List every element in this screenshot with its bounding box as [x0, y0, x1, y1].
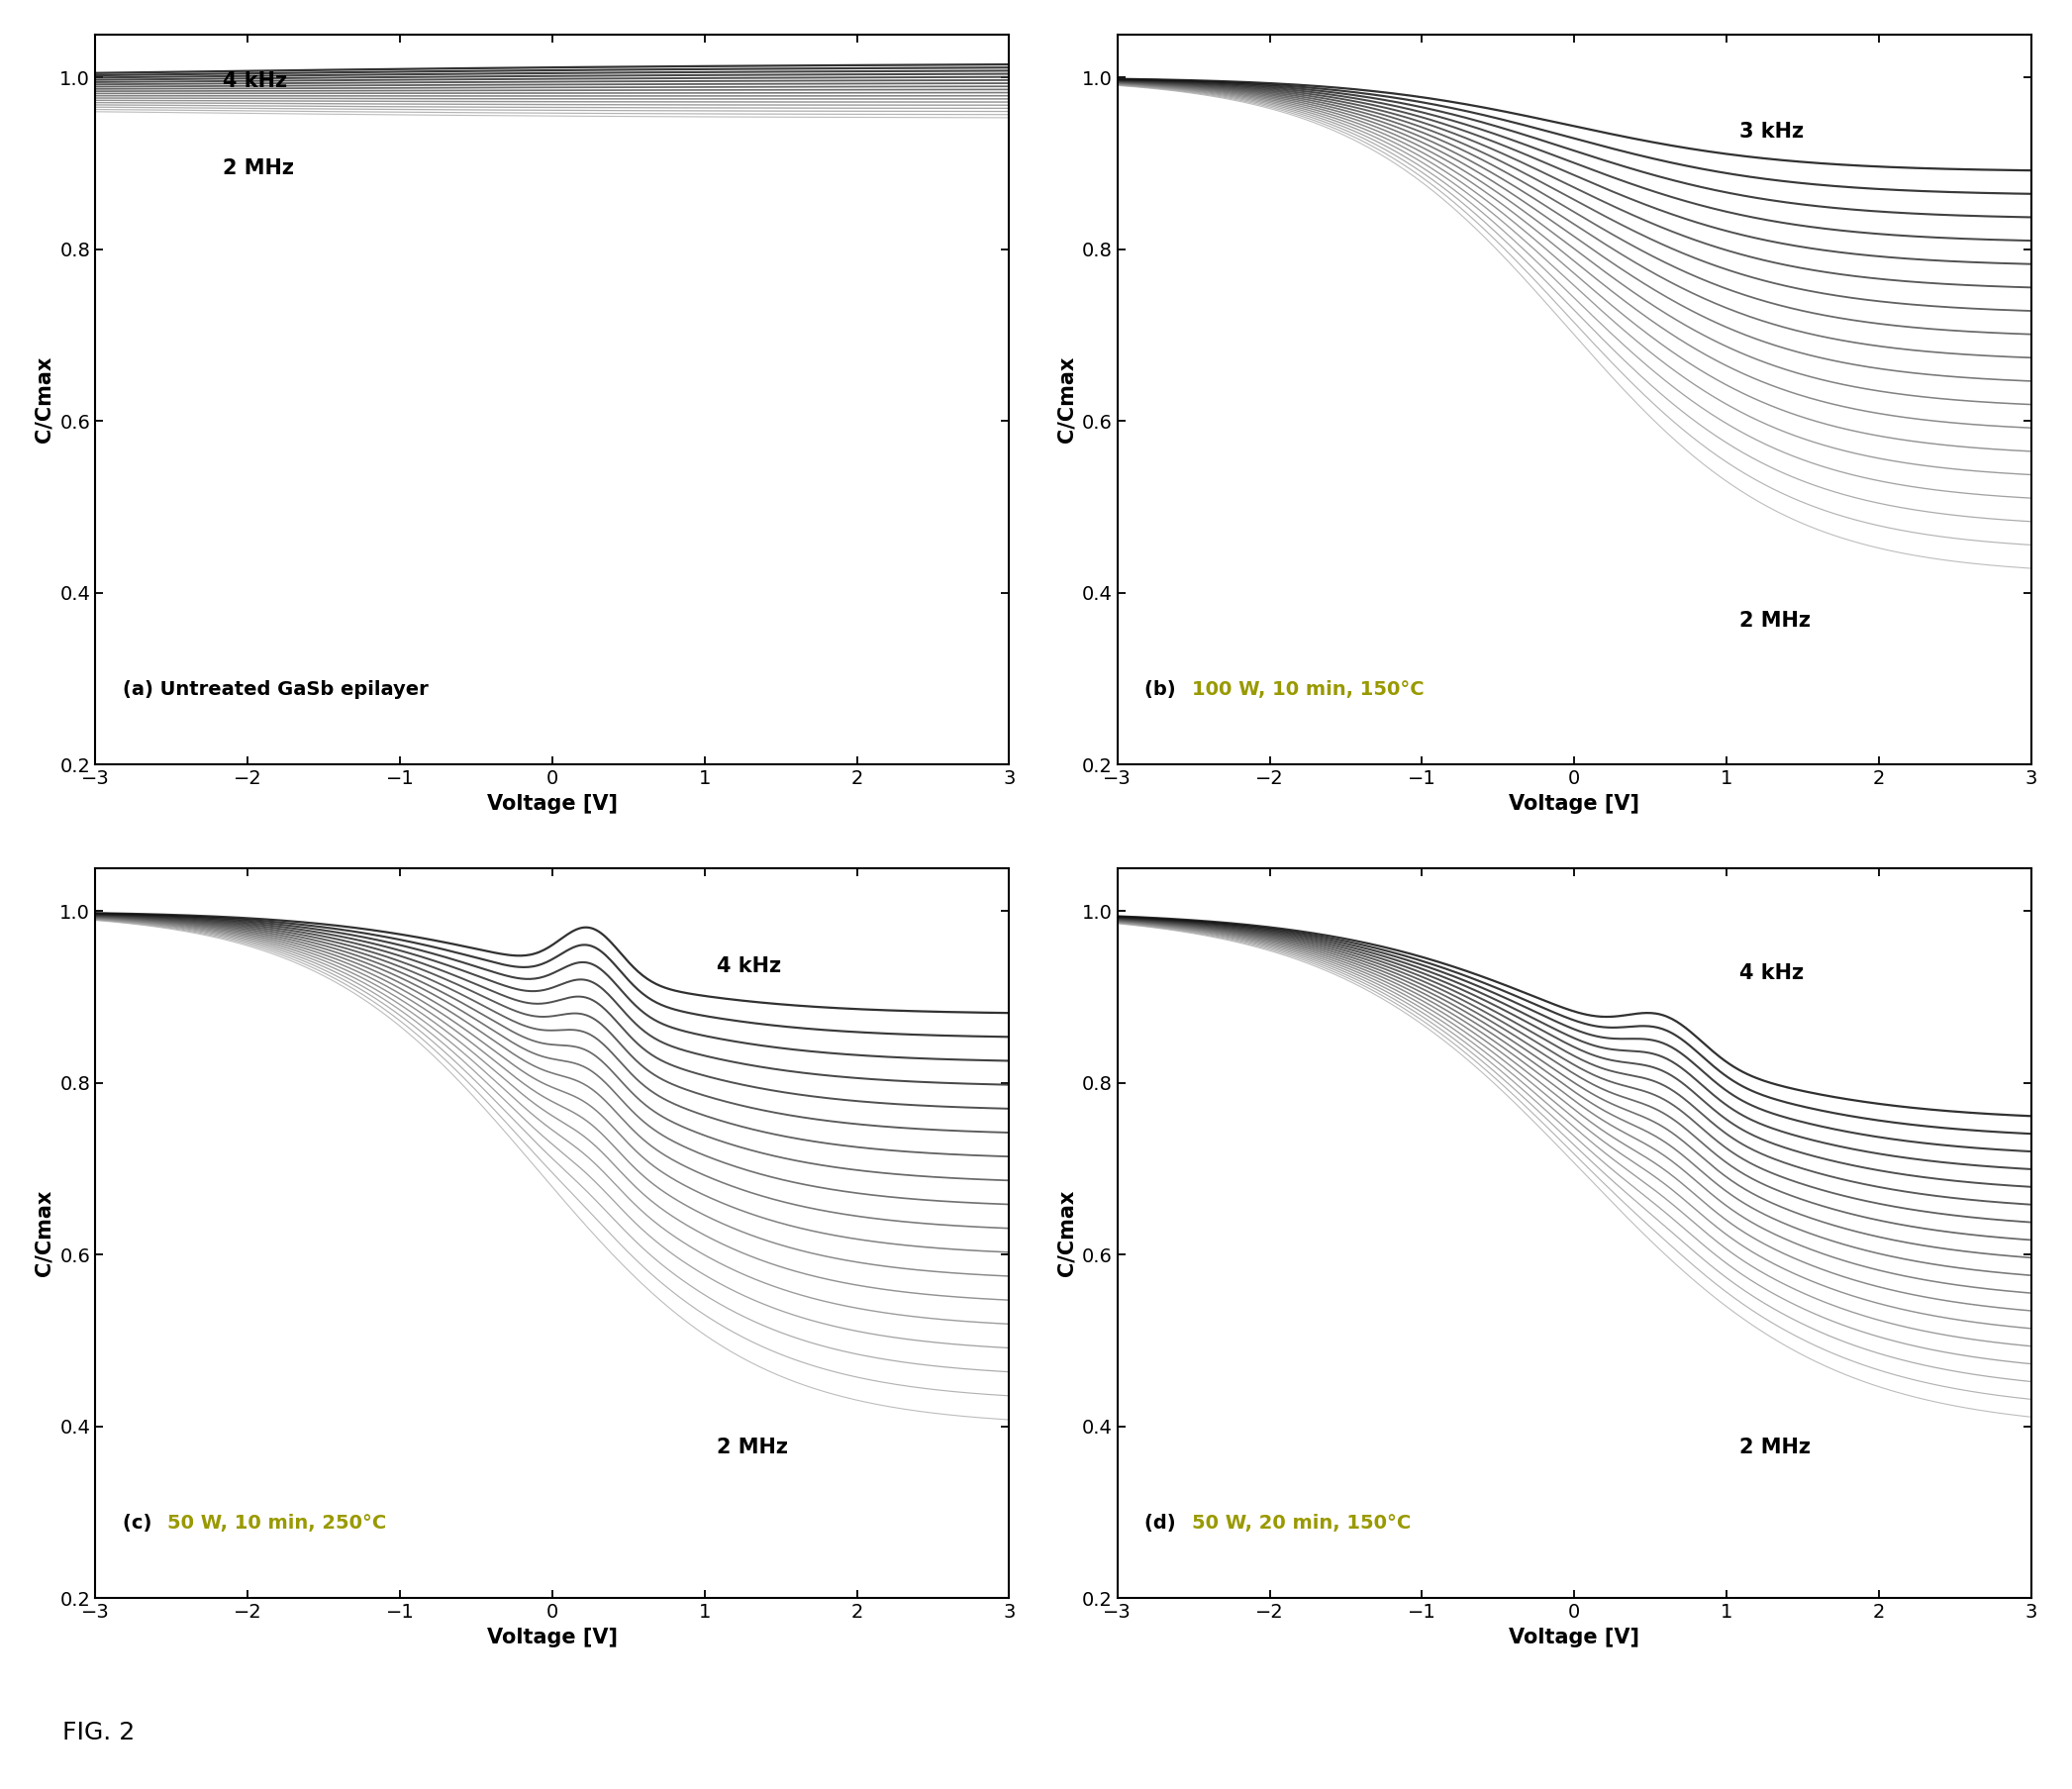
Text: 2 MHz: 2 MHz: [1738, 1438, 1811, 1458]
X-axis label: Voltage [V]: Voltage [V]: [1508, 1628, 1639, 1648]
Text: 50 W, 10 min, 250°C: 50 W, 10 min, 250°C: [168, 1513, 385, 1533]
Text: (a) Untreated GaSb epilayer: (a) Untreated GaSb epilayer: [122, 680, 429, 699]
Text: 3 kHz: 3 kHz: [1738, 122, 1803, 141]
X-axis label: Voltage [V]: Voltage [V]: [487, 794, 617, 814]
Text: (c): (c): [122, 1513, 157, 1533]
Text: (d): (d): [1144, 1513, 1183, 1533]
Text: 4 kHz: 4 kHz: [717, 955, 781, 975]
Y-axis label: C/Cmax: C/Cmax: [1057, 356, 1077, 442]
Text: 4 kHz: 4 kHz: [224, 72, 288, 91]
Text: 4 kHz: 4 kHz: [1738, 962, 1803, 982]
Text: FIG. 2: FIG. 2: [62, 1721, 135, 1744]
Text: 2 MHz: 2 MHz: [717, 1438, 787, 1458]
Text: 50 W, 20 min, 150°C: 50 W, 20 min, 150°C: [1191, 1513, 1411, 1533]
Text: 100 W, 10 min, 150°C: 100 W, 10 min, 150°C: [1191, 680, 1426, 699]
X-axis label: Voltage [V]: Voltage [V]: [487, 1628, 617, 1648]
Y-axis label: C/Cmax: C/Cmax: [1057, 1190, 1077, 1277]
X-axis label: Voltage [V]: Voltage [V]: [1508, 794, 1639, 814]
Text: 2 MHz: 2 MHz: [224, 159, 294, 179]
Text: 2 MHz: 2 MHz: [1738, 612, 1811, 632]
Y-axis label: C/Cmax: C/Cmax: [35, 1190, 54, 1277]
Text: (b): (b): [1144, 680, 1183, 699]
Y-axis label: C/Cmax: C/Cmax: [35, 356, 54, 442]
